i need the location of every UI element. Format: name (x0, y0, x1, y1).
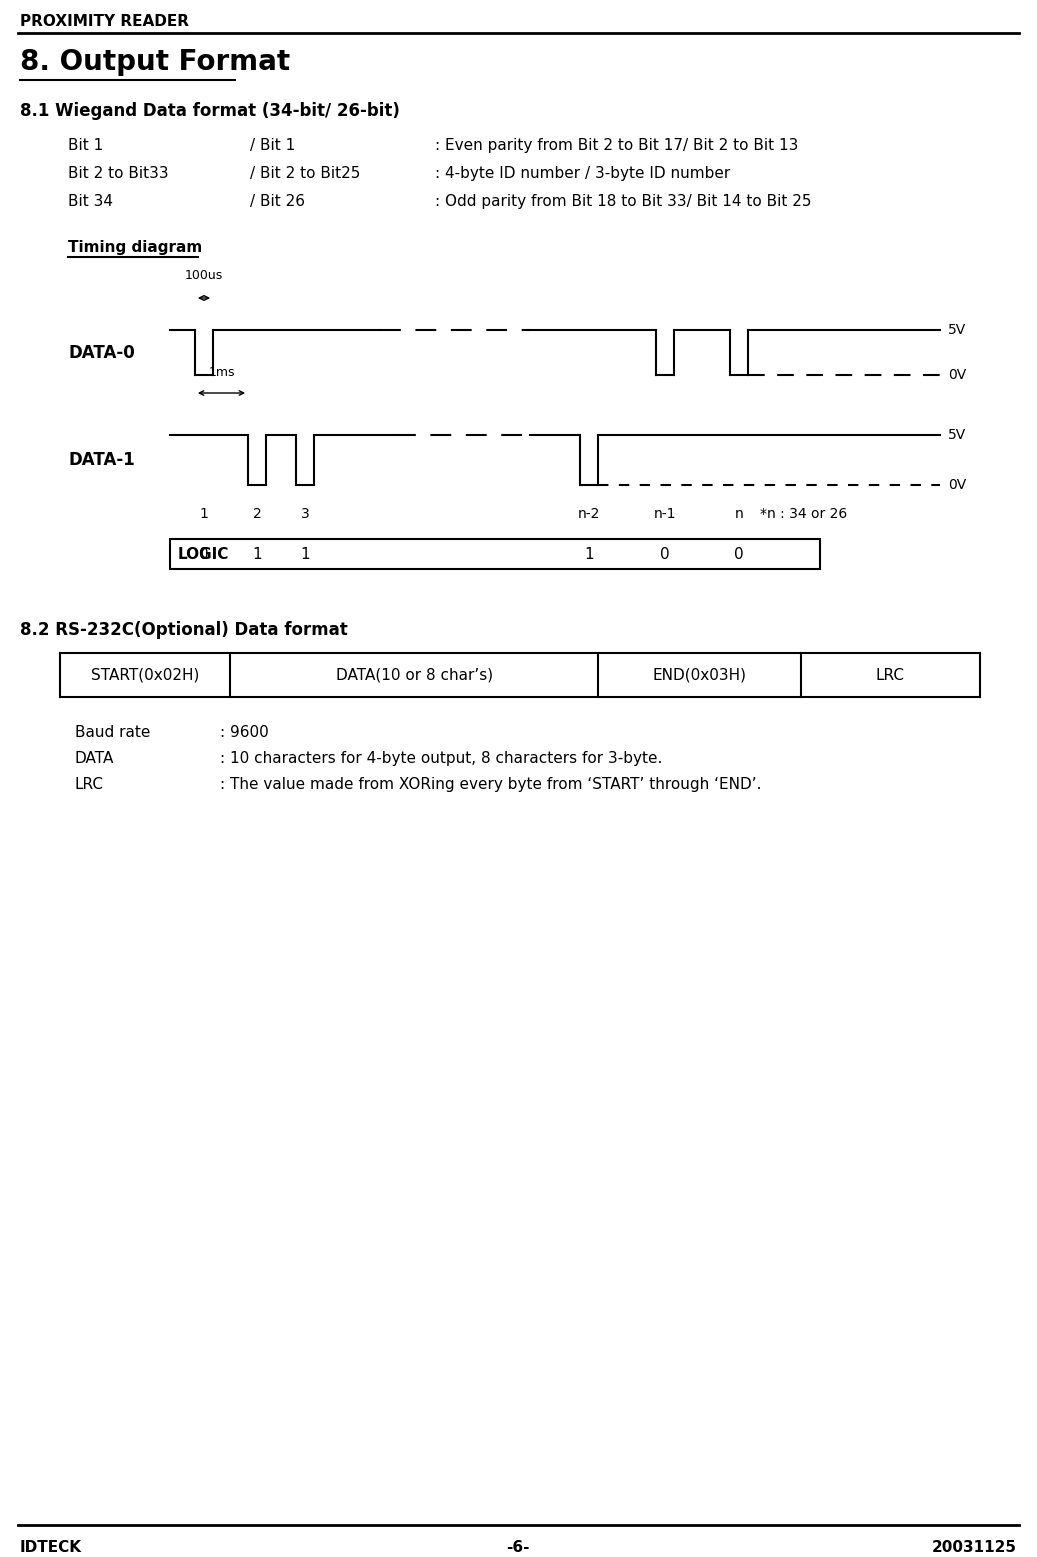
Text: 2: 2 (253, 508, 261, 522)
Text: -6-: -6- (506, 1540, 530, 1555)
Text: 1ms: 1ms (208, 366, 234, 378)
Text: : Odd parity from Bit 18 to Bit 33/ Bit 14 to Bit 25: : Odd parity from Bit 18 to Bit 33/ Bit … (435, 195, 812, 209)
Text: n-2: n-2 (578, 508, 600, 522)
Text: DATA: DATA (75, 750, 114, 766)
Text: 8.1 Wiegand Data format (34-bit/ 26-bit): 8.1 Wiegand Data format (34-bit/ 26-bit) (20, 103, 400, 120)
Text: 8.2 RS-232C(Optional) Data format: 8.2 RS-232C(Optional) Data format (20, 621, 347, 638)
Text: Bit 1: Bit 1 (68, 139, 104, 153)
Text: PROXIMITY READER: PROXIMITY READER (20, 14, 189, 30)
Text: 0: 0 (661, 547, 670, 562)
Text: : The value made from XORing every byte from ‘START’ through ‘END’.: : The value made from XORing every byte … (220, 777, 761, 793)
Text: 3: 3 (301, 508, 309, 522)
Text: Baud rate: Baud rate (75, 726, 150, 740)
Text: Bit 34: Bit 34 (68, 195, 113, 209)
Text: LOGIC: LOGIC (178, 547, 229, 562)
Text: 5V: 5V (948, 322, 966, 336)
Text: LRC: LRC (876, 668, 905, 682)
Text: : Even parity from Bit 2 to Bit 17/ Bit 2 to Bit 13: : Even parity from Bit 2 to Bit 17/ Bit … (435, 139, 798, 153)
Text: / Bit 26: / Bit 26 (250, 195, 305, 209)
Text: 100us: 100us (185, 269, 223, 282)
Text: 1: 1 (300, 547, 310, 562)
Text: 0V: 0V (948, 367, 966, 381)
Text: : 9600: : 9600 (220, 726, 269, 740)
Text: 0: 0 (734, 547, 744, 562)
Text: *n : 34 or 26: *n : 34 or 26 (760, 508, 847, 522)
Text: 1: 1 (252, 547, 261, 562)
Text: n-1: n-1 (653, 508, 676, 522)
Text: LRC: LRC (75, 777, 104, 793)
Text: / Bit 2 to Bit25: / Bit 2 to Bit25 (250, 167, 361, 181)
Text: 8. Output Format: 8. Output Format (20, 48, 290, 76)
Text: n: n (734, 508, 744, 522)
Text: : 4-byte ID number / 3-byte ID number: : 4-byte ID number / 3-byte ID number (435, 167, 730, 181)
Text: 20031125: 20031125 (932, 1540, 1017, 1555)
Text: Bit 2 to Bit33: Bit 2 to Bit33 (68, 167, 169, 181)
Text: DATA-1: DATA-1 (68, 452, 135, 469)
Text: 5V: 5V (948, 428, 966, 442)
Text: Timing diagram: Timing diagram (68, 240, 202, 255)
Text: DATA-0: DATA-0 (68, 344, 135, 361)
Text: START(0x02H): START(0x02H) (91, 668, 199, 682)
Text: / Bit 1: / Bit 1 (250, 139, 296, 153)
Text: 1: 1 (584, 547, 594, 562)
Bar (170, 539, 820, 568)
Text: IDTECK: IDTECK (20, 1540, 82, 1555)
Text: END(0x03H): END(0x03H) (652, 668, 747, 682)
Text: 0: 0 (199, 547, 208, 562)
Text: 0V: 0V (948, 478, 966, 492)
Text: : 10 characters for 4-byte output, 8 characters for 3-byte.: : 10 characters for 4-byte output, 8 cha… (220, 750, 663, 766)
Text: 1: 1 (199, 508, 208, 522)
Text: DATA(10 or 8 char’s): DATA(10 or 8 char’s) (336, 668, 493, 682)
